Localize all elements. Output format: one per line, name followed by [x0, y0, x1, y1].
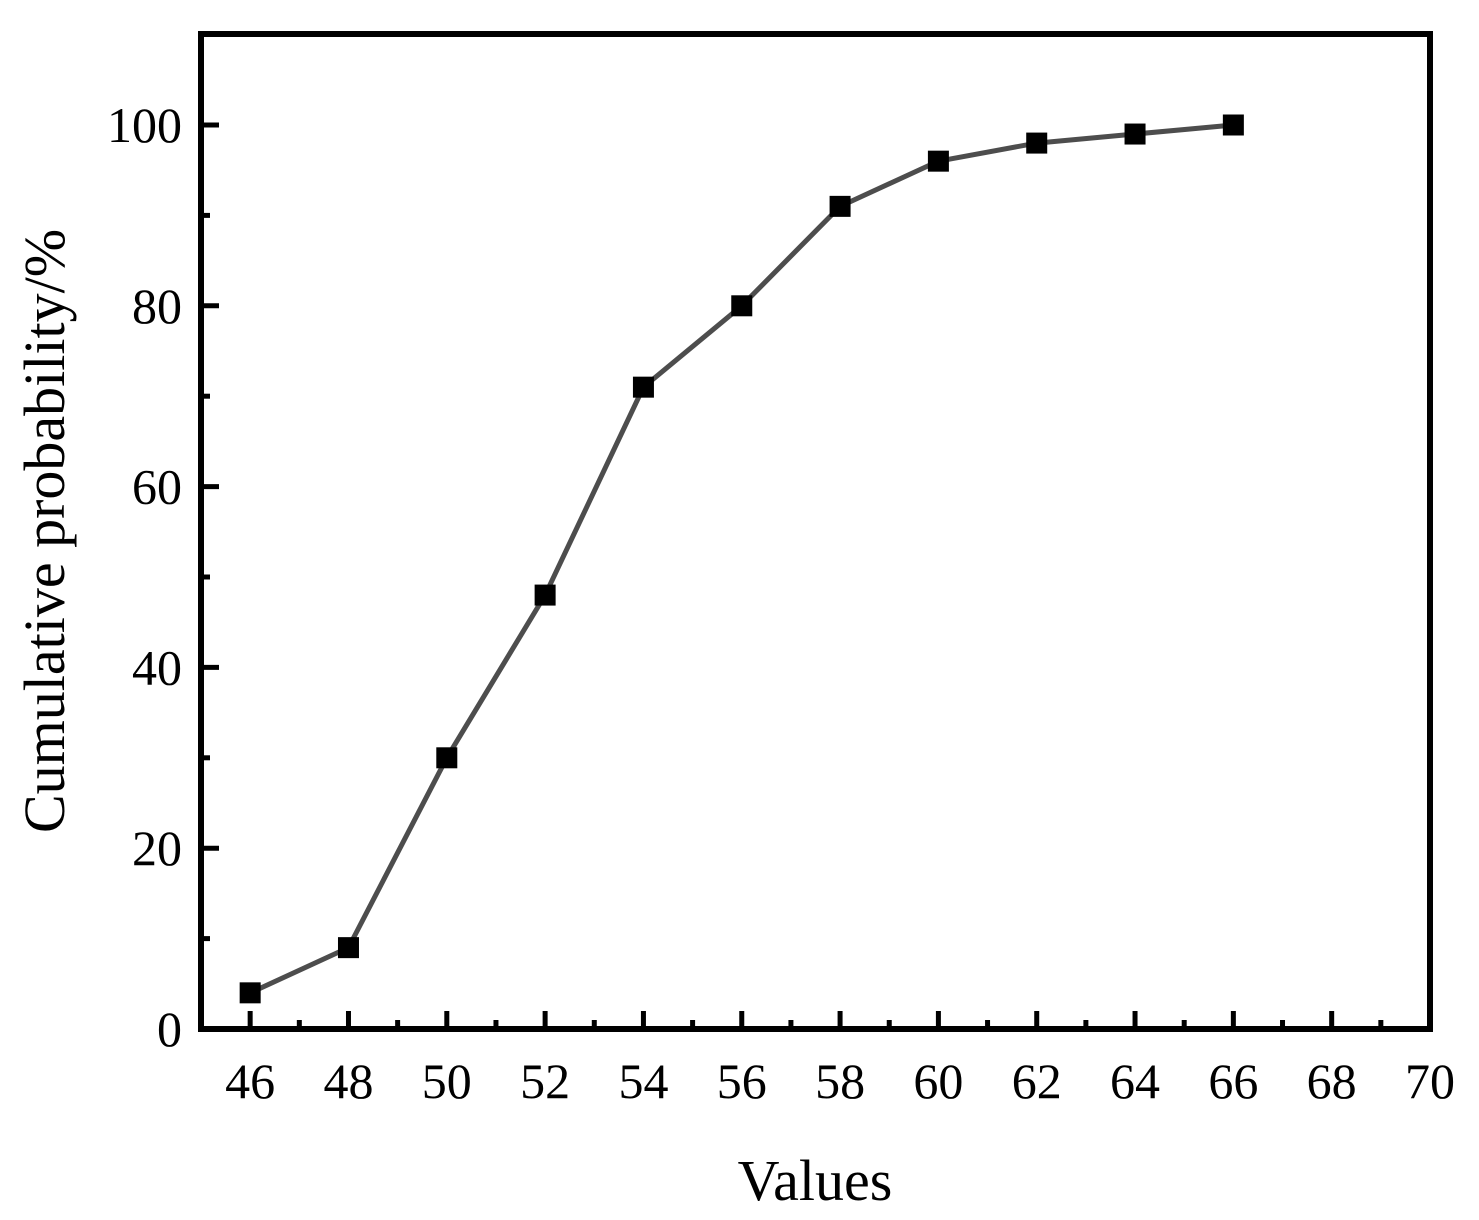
x-tick-label: 62	[1012, 1053, 1062, 1109]
y-axis-title: Cumulative probability/%	[12, 229, 77, 833]
x-tick-label: 48	[323, 1053, 373, 1109]
x-tick-label: 68	[1307, 1053, 1357, 1109]
x-tick-label: 54	[618, 1053, 668, 1109]
square-marker	[239, 982, 261, 1004]
y-tick-label: 60	[132, 459, 182, 515]
x-tick-label: 56	[717, 1053, 767, 1109]
square-marker	[927, 150, 949, 172]
plot-frame	[198, 31, 1433, 1032]
square-marker	[1124, 123, 1146, 145]
x-tick-label: 58	[815, 1053, 865, 1109]
y-tick-labels: 0 20 40 60 80 100	[107, 97, 182, 1057]
x-tick-label: 64	[1110, 1053, 1160, 1109]
square-marker	[731, 295, 753, 317]
y-tick-label: 20	[132, 820, 182, 876]
y-tick-label: 0	[157, 1001, 182, 1057]
square-marker	[632, 376, 654, 398]
x-axis-title: Values	[738, 1148, 893, 1213]
x-tick-label: 70	[1405, 1053, 1455, 1109]
square-marker	[829, 195, 851, 217]
y-tick-label: 100	[107, 97, 182, 153]
x-tick-label: 60	[913, 1053, 963, 1109]
data-series	[239, 114, 1244, 1004]
square-marker	[534, 584, 556, 606]
square-marker	[337, 937, 359, 959]
x-tick-label: 66	[1208, 1053, 1258, 1109]
square-marker	[436, 747, 458, 769]
square-marker	[1026, 132, 1048, 154]
y-tick-label: 80	[132, 278, 182, 334]
y-tick-label: 40	[132, 639, 182, 695]
square-marker	[1222, 114, 1244, 136]
x-tick-labels: 46 48 50 52 54 56 58 60 62 64 66 68 70	[225, 1053, 1455, 1109]
x-tick-label: 46	[225, 1053, 275, 1109]
x-tick-label: 50	[422, 1053, 472, 1109]
x-tick-label: 52	[520, 1053, 570, 1109]
